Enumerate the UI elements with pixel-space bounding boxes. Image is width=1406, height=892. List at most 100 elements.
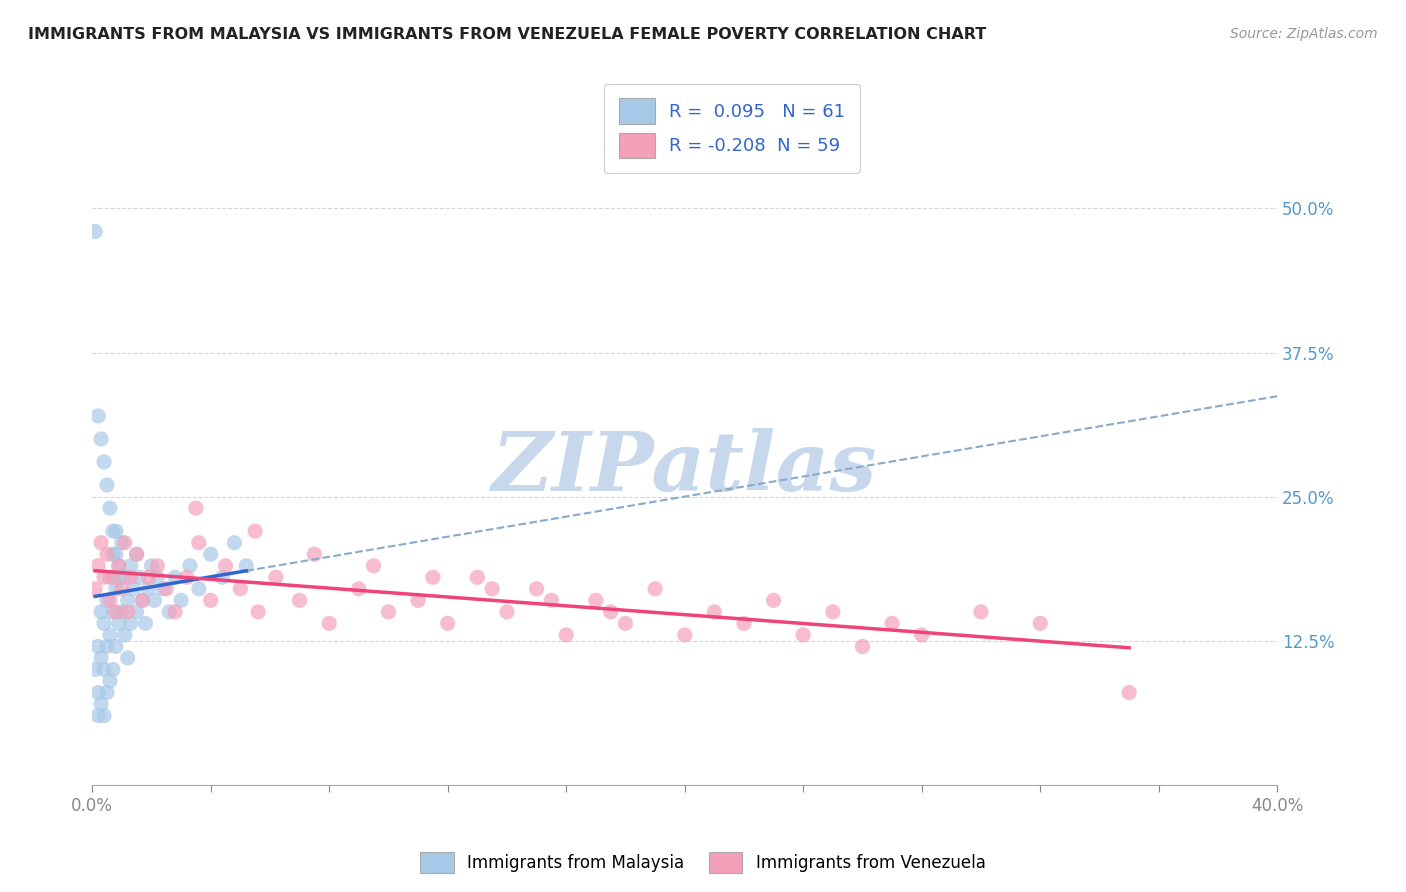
Point [214,558,236,573]
Point [200,547,222,561]
Point [101,663,124,677]
Point [247,605,270,619]
Point [851,640,873,654]
Legend: Immigrants from Malaysia, Immigrants from Venezuela: Immigrants from Malaysia, Immigrants fro… [413,846,993,880]
Point [87,409,110,423]
Point [125,605,148,619]
Point [101,524,124,538]
Point [211,570,233,584]
Point [146,570,169,584]
Point [120,558,142,573]
Point [96,685,118,699]
Point [93,663,115,677]
Point [84,225,107,239]
Point [120,570,142,584]
Point [235,558,257,573]
Point [122,582,145,596]
Point [733,616,755,631]
Point [117,593,139,607]
Point [104,582,127,596]
Point [108,558,131,573]
Point [117,605,139,619]
Point [1029,616,1052,631]
Point [187,535,209,549]
Point [187,582,209,596]
Point [104,640,127,654]
Point [599,605,621,619]
Point [101,547,124,561]
Legend: R =  0.095   N = 61, R = -0.208  N = 59: R = 0.095 N = 61, R = -0.208 N = 59 [605,84,860,173]
Point [762,593,785,607]
Point [229,582,252,596]
Point [422,570,444,584]
Point [465,570,488,584]
Point [111,535,134,549]
Point [318,616,340,631]
Point [93,570,115,584]
Point [585,593,607,607]
Point [84,582,107,596]
Point [84,663,107,677]
Point [143,593,166,607]
Point [179,558,201,573]
Point [101,605,124,619]
Point [138,582,160,596]
Point [176,570,198,584]
Point [970,605,993,619]
Point [93,708,115,723]
Point [131,593,153,607]
Point [526,582,548,596]
Text: Source: ZipAtlas.com: Source: ZipAtlas.com [1230,27,1378,41]
Point [96,478,118,492]
Point [481,582,503,596]
Point [288,593,311,607]
Point [104,547,127,561]
Point [540,593,562,607]
Point [87,558,110,573]
Point [98,673,121,688]
Point [104,605,127,619]
Point [104,524,127,538]
Point [98,628,121,642]
Point [436,616,458,631]
Point [821,605,844,619]
Point [304,547,326,561]
Point [87,640,110,654]
Point [108,616,131,631]
Point [703,605,725,619]
Point [792,628,814,642]
Point [111,582,134,596]
Point [90,651,112,665]
Point [264,570,287,584]
Point [90,432,112,446]
Point [114,535,136,549]
Point [673,628,696,642]
Point [146,558,169,573]
Point [184,501,207,516]
Point [165,605,187,619]
Point [90,697,112,711]
Point [377,605,399,619]
Point [243,524,266,538]
Point [108,570,131,584]
Point [90,605,112,619]
Point [131,593,153,607]
Point [165,570,187,584]
Point [93,455,115,469]
Point [157,605,180,619]
Point [1118,685,1140,699]
Point [111,605,134,619]
Point [114,628,136,642]
Point [125,547,148,561]
Point [347,582,370,596]
Point [108,558,131,573]
Point [200,593,222,607]
Point [101,570,124,584]
Point [614,616,637,631]
Point [93,616,115,631]
Point [114,570,136,584]
Point [644,582,666,596]
Point [152,582,174,596]
Point [141,558,163,573]
Point [138,570,160,584]
